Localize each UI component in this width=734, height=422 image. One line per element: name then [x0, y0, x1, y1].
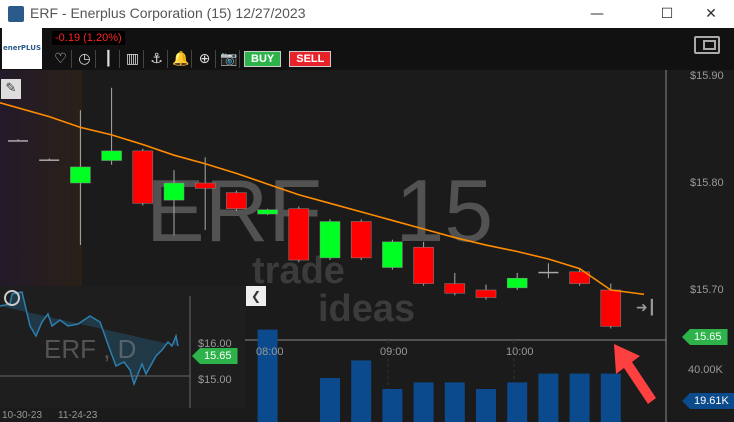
volume-bar — [413, 382, 434, 422]
candle — [506, 277, 528, 289]
volume-tick: 40.00K — [688, 364, 723, 376]
close-button[interactable]: ✕ — [705, 6, 717, 22]
candle — [194, 182, 216, 189]
mini-price-tick: $16.00 — [198, 338, 232, 350]
candle — [39, 159, 60, 161]
mini-date-tick: 11-24-23 — [58, 410, 98, 421]
mini-last-price-tag: 15.65 — [192, 348, 238, 364]
symbol-watermark: ERF , 15 — [146, 161, 494, 260]
time-tick: 09:00 — [380, 346, 408, 358]
chart-tools: ♡ ◷ ┃ ▥ ⚓ 🔔 ⊕ 📷 BUY SELL — [52, 50, 332, 68]
price-change: -0.19 (1.20%) — [52, 31, 125, 45]
company-logo: enerPLUS — [2, 28, 42, 69]
brand-watermark-2: ideas — [318, 288, 416, 330]
candle — [382, 241, 403, 268]
camera-icon[interactable]: 📷 — [220, 50, 240, 68]
candle — [163, 182, 185, 201]
app-icon — [8, 6, 24, 22]
candle — [569, 271, 590, 284]
draw-pencil-icon[interactable]: ✎ — [1, 79, 21, 99]
clock-icon[interactable] — [4, 290, 20, 306]
last-volume-tag: 19.61K — [682, 393, 734, 409]
mini-symbol-watermark: ERF , D — [44, 334, 137, 364]
maximize-button[interactable]: ☐ — [660, 6, 674, 22]
volume-bar — [538, 373, 559, 422]
price-chart[interactable]: ERF , 15 trade ideas $15.90 $15.80 $15.7… — [0, 70, 734, 422]
time-tick: 10:00 — [506, 346, 534, 358]
candle — [538, 271, 559, 274]
candle — [132, 150, 154, 204]
alert-bell-icon[interactable]: 🔔 — [172, 50, 192, 68]
timeframe-icon[interactable]: ◷ — [76, 50, 96, 68]
layout-icon[interactable] — [694, 36, 720, 54]
volume-bar — [257, 329, 278, 422]
sell-button[interactable]: SELL — [289, 51, 332, 67]
minimize-button[interactable]: — — [590, 6, 604, 22]
volume-bar — [569, 373, 590, 422]
candle — [8, 140, 28, 142]
collapse-mini-chart-button[interactable]: ❮ — [246, 286, 266, 306]
price-tick: $15.80 — [690, 177, 724, 189]
add-watchlist-icon[interactable]: ♡ — [52, 50, 72, 68]
candle-type-icon[interactable]: ┃ — [100, 50, 120, 68]
red-arrow-annotation — [614, 344, 656, 404]
scroll-to-end-icon[interactable]: ➜┃ — [636, 300, 657, 316]
volume-bar — [507, 382, 528, 422]
time-tick: 08:00 — [256, 346, 284, 358]
last-price-tag: 15.65 — [682, 329, 728, 345]
candle — [475, 289, 497, 298]
add-icon[interactable]: ⊕ — [196, 50, 216, 68]
volume-bar — [600, 373, 621, 422]
indicators-icon[interactable]: ▥ — [124, 50, 144, 68]
mini-date-tick: 10-30-23 — [2, 410, 43, 421]
volume-bar — [320, 378, 340, 422]
daily-price-line — [0, 291, 179, 387]
candle — [226, 192, 247, 209]
price-tick: $15.70 — [690, 284, 724, 296]
title-bar: ERF - Enerplus Corporation (15) 12/27/20… — [0, 0, 734, 28]
candle — [350, 221, 372, 259]
volume-bar — [351, 360, 372, 422]
candle — [319, 221, 341, 259]
volume-bar — [382, 389, 403, 422]
candle — [70, 166, 91, 184]
candle — [600, 289, 622, 327]
volume-bar — [476, 389, 496, 422]
buy-button[interactable]: BUY — [244, 51, 282, 67]
candle — [444, 283, 466, 294]
moving-average-line — [0, 101, 645, 296]
volume-bar — [444, 382, 465, 422]
mini-price-tick: $15.00 — [198, 374, 232, 386]
candle — [101, 150, 122, 161]
candle — [288, 208, 310, 261]
daily-mini-chart[interactable]: ERF , D $16.00 $15.00 15.65 10-30-23 11-… — [0, 286, 245, 421]
candle — [413, 246, 434, 284]
anchor-icon[interactable]: ⚓ — [148, 50, 168, 68]
candle — [257, 209, 278, 215]
price-tick: $15.90 — [690, 70, 724, 82]
window-title: ERF - Enerplus Corporation (15) 12/27/20… — [30, 5, 306, 21]
candles — [0, 70, 667, 422]
